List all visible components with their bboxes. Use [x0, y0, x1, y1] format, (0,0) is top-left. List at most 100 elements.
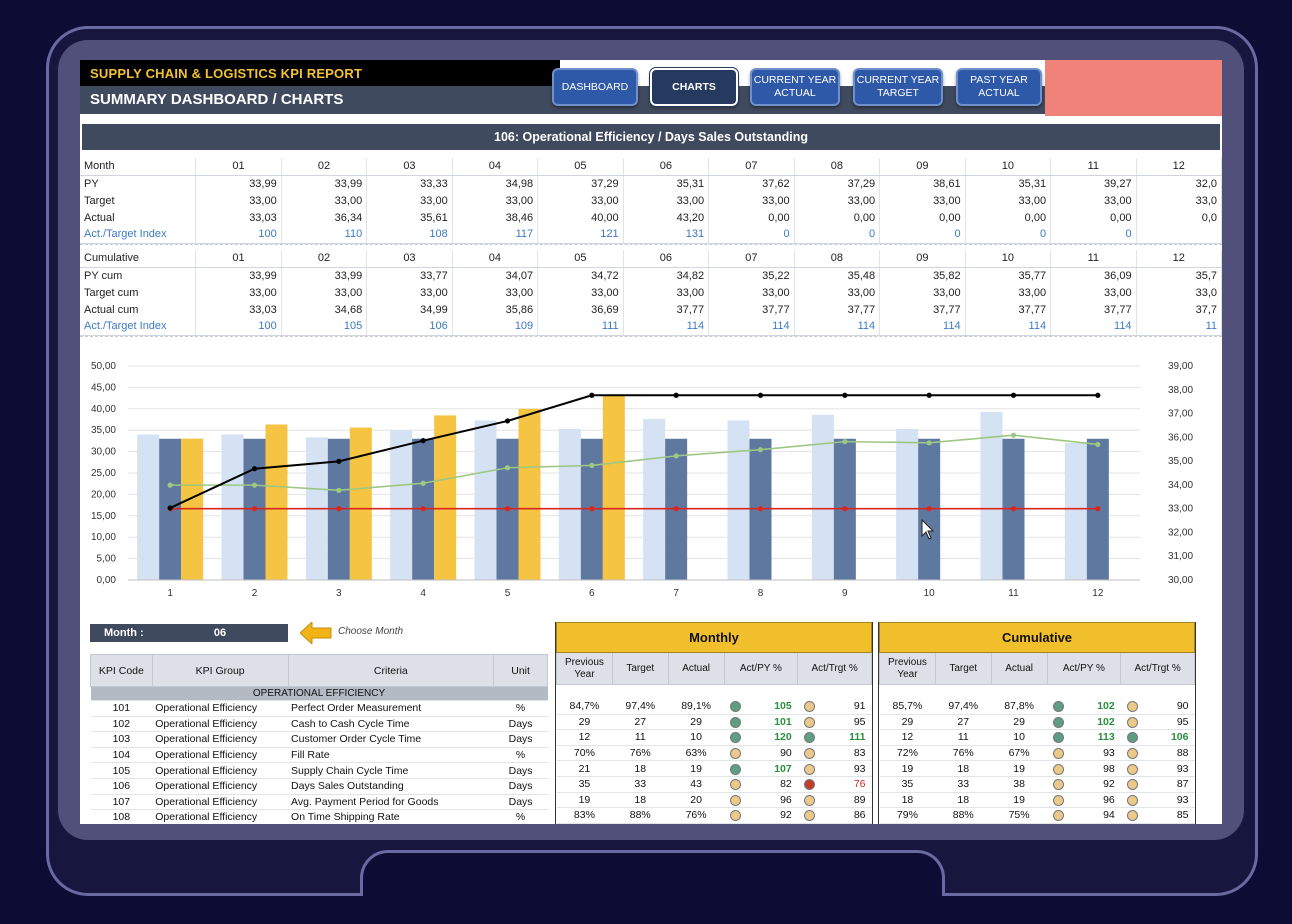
grid-cell[interactable]: 37,77 — [965, 301, 1052, 318]
grid-cell[interactable]: 114 — [794, 318, 881, 336]
dashboard-button[interactable]: DASHBOARD — [552, 68, 638, 106]
grid-cell[interactable]: 33,00 — [281, 284, 368, 301]
kpi-row[interactable]: 107 Operational Efficiency Avg. Payment Pe… — [90, 794, 548, 811]
grid-cell[interactable]: 33,00 — [366, 192, 453, 209]
grid-cell[interactable]: 33,00 — [623, 284, 710, 301]
kpi-row[interactable]: 103 Operational Efficiency Customer Order … — [90, 731, 548, 748]
grid-cell[interactable]: 0,00 — [708, 209, 795, 226]
grid-cell[interactable]: 37,29 — [537, 175, 624, 192]
grid-cell[interactable]: 33,00 — [537, 284, 624, 301]
month-selector[interactable]: Month : 06 — [90, 624, 288, 642]
grid-cell[interactable]: 121 — [537, 226, 624, 244]
kpi-row[interactable]: 101 Operational Efficiency Perfect Order M… — [90, 700, 548, 717]
grid-cell[interactable]: 108 — [366, 226, 453, 244]
grid-cell[interactable]: 100 — [195, 318, 282, 336]
grid-cell[interactable]: 0 — [708, 226, 795, 244]
grid-cell[interactable]: 0 — [965, 226, 1052, 244]
kpi-row[interactable]: 108 Operational Efficiency On Time Shippin… — [90, 809, 548, 824]
grid-cell[interactable]: 35,48 — [794, 267, 881, 284]
grid-cell[interactable]: 33,03 — [195, 209, 282, 226]
grid-cell[interactable]: 33,99 — [195, 175, 282, 192]
grid-cell[interactable]: 36,69 — [537, 301, 624, 318]
grid-cell[interactable]: 131 — [623, 226, 710, 244]
grid-cell[interactable]: 34,72 — [537, 267, 624, 284]
grid-cell[interactable]: 33,03 — [195, 301, 282, 318]
grid-cell[interactable]: 38,61 — [879, 175, 966, 192]
grid-cell[interactable]: 35,7 — [1136, 267, 1222, 284]
grid-cell[interactable]: 33,00 — [366, 284, 453, 301]
grid-cell[interactable]: 37,77 — [708, 301, 795, 318]
grid-cell[interactable]: 34,68 — [281, 301, 368, 318]
grid-cell[interactable]: 0,0 — [1136, 209, 1222, 226]
grid-cell[interactable]: 33,00 — [1050, 192, 1137, 209]
grid-cell[interactable]: 33,00 — [195, 192, 282, 209]
grid-cell[interactable]: 32,0 — [1136, 175, 1222, 192]
grid-cell[interactable]: 33,0 — [1136, 192, 1222, 209]
grid-cell[interactable]: 39,27 — [1050, 175, 1137, 192]
grid-cell[interactable]: 114 — [623, 318, 710, 336]
kpi-row[interactable]: 106 Operational Efficiency Days Sales Outs… — [90, 778, 548, 795]
grid-cell[interactable]: 40,00 — [537, 209, 624, 226]
grid-cell[interactable]: 33,00 — [965, 192, 1052, 209]
grid-cell[interactable]: 37,62 — [708, 175, 795, 192]
grid-cell[interactable]: 33,00 — [195, 284, 282, 301]
grid-cell[interactable]: 37,77 — [623, 301, 710, 318]
grid-cell[interactable]: 36,34 — [281, 209, 368, 226]
grid-cell[interactable]: 33,00 — [879, 192, 966, 209]
grid-cell[interactable]: 111 — [537, 318, 624, 336]
current-year-target-button[interactable]: CURRENT YEAR TARGET — [853, 68, 943, 106]
grid-cell[interactable]: 114 — [879, 318, 966, 336]
grid-cell[interactable]: 100 — [195, 226, 282, 244]
grid-cell[interactable]: 109 — [452, 318, 539, 336]
grid-cell[interactable]: 110 — [281, 226, 368, 244]
grid-cell[interactable]: 33,00 — [537, 192, 624, 209]
grid-cell[interactable]: 114 — [965, 318, 1052, 336]
grid-cell[interactable]: 35,77 — [965, 267, 1052, 284]
grid-cell[interactable]: 34,82 — [623, 267, 710, 284]
current-year-actual-button[interactable]: CURRENT YEAR ACTUAL — [750, 68, 840, 106]
grid-cell[interactable]: 33,00 — [879, 284, 966, 301]
grid-cell[interactable]: 33,33 — [366, 175, 453, 192]
grid-cell[interactable]: 33,00 — [794, 192, 881, 209]
grid-cell[interactable]: 34,99 — [366, 301, 453, 318]
grid-cell[interactable]: 0,00 — [879, 209, 966, 226]
grid-cell[interactable]: 114 — [1050, 318, 1137, 336]
grid-cell[interactable]: 0 — [879, 226, 966, 244]
grid-cell[interactable]: 35,22 — [708, 267, 795, 284]
grid-cell[interactable]: 34,07 — [452, 267, 539, 284]
grid-cell[interactable]: 37,7 — [1136, 301, 1222, 318]
grid-cell[interactable]: 34,98 — [452, 175, 539, 192]
kpi-row[interactable]: 102 Operational Efficiency Cash to Cash Cy… — [90, 716, 548, 733]
grid-cell[interactable]: 117 — [452, 226, 539, 244]
grid-cell[interactable]: 37,77 — [879, 301, 966, 318]
kpi-row[interactable]: 104 Operational Efficiency Fill Rate% — [90, 747, 548, 764]
grid-cell[interactable]: 0 — [1050, 226, 1137, 244]
grid-cell[interactable]: 105 — [281, 318, 368, 336]
month-selector-value[interactable]: 06 — [213, 627, 227, 639]
grid-cell[interactable] — [1136, 226, 1222, 244]
grid-cell[interactable]: 106 — [366, 318, 453, 336]
kpi-row[interactable]: 105 Operational Efficiency Supply Chain Cy… — [90, 762, 548, 779]
grid-cell[interactable]: 33,00 — [1050, 284, 1137, 301]
grid-cell[interactable]: 33,00 — [281, 192, 368, 209]
grid-cell[interactable]: 35,31 — [965, 175, 1052, 192]
grid-cell[interactable]: 0,00 — [1050, 209, 1137, 226]
grid-cell[interactable]: 33,00 — [708, 192, 795, 209]
grid-cell[interactable]: 35,86 — [452, 301, 539, 318]
grid-cell[interactable]: 43,20 — [623, 209, 710, 226]
grid-cell[interactable]: 35,82 — [879, 267, 966, 284]
grid-cell[interactable]: 33,00 — [794, 284, 881, 301]
grid-cell[interactable]: 0,00 — [965, 209, 1052, 226]
grid-cell[interactable]: 38,46 — [452, 209, 539, 226]
charts-button[interactable]: CHARTS — [649, 67, 739, 107]
grid-cell[interactable]: 33,00 — [452, 192, 539, 209]
grid-cell[interactable]: 36,09 — [1050, 267, 1137, 284]
grid-cell[interactable]: 35,61 — [366, 209, 453, 226]
grid-cell[interactable]: 35,31 — [623, 175, 710, 192]
grid-cell[interactable]: 33,99 — [281, 267, 368, 284]
grid-cell[interactable]: 33,00 — [965, 284, 1052, 301]
grid-cell[interactable]: 33,99 — [281, 175, 368, 192]
grid-cell[interactable]: 0 — [794, 226, 881, 244]
grid-cell[interactable]: 11 — [1136, 318, 1222, 336]
grid-cell[interactable]: 114 — [708, 318, 795, 336]
